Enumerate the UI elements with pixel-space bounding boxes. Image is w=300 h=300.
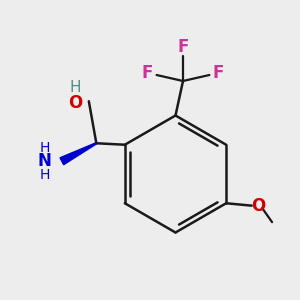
Text: O: O bbox=[251, 197, 266, 215]
Text: F: F bbox=[142, 64, 153, 82]
Text: O: O bbox=[68, 94, 83, 112]
Text: H: H bbox=[39, 168, 50, 182]
Text: H: H bbox=[70, 80, 81, 94]
Text: F: F bbox=[177, 38, 189, 56]
Text: N: N bbox=[38, 152, 51, 170]
Polygon shape bbox=[60, 143, 97, 165]
Text: F: F bbox=[213, 64, 224, 82]
Text: H: H bbox=[39, 141, 50, 155]
